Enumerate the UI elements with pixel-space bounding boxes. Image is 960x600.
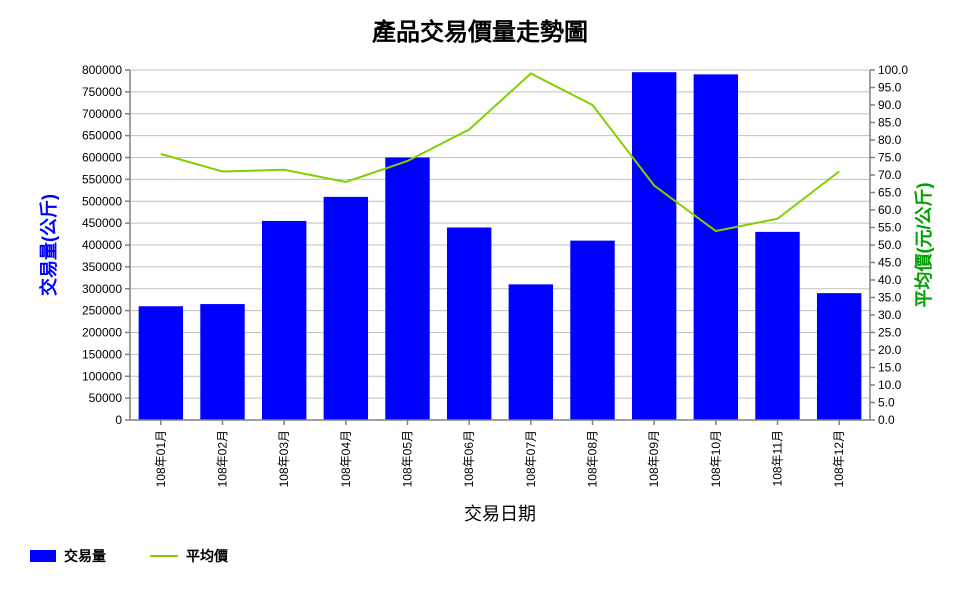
y-right-tick: 80.0 (878, 133, 902, 147)
bar (385, 158, 429, 421)
bar (447, 228, 491, 421)
y-left-tick: 750000 (82, 85, 122, 99)
x-category: 108年04月 (339, 430, 353, 487)
x-category: 108年10月 (709, 430, 723, 487)
x-category: 108年11月 (771, 430, 785, 486)
x-category: 108年08月 (586, 430, 600, 487)
bar (755, 232, 799, 420)
price-volume-chart: 產品交易價量走勢圖 0 50000 100000 150000 200000 250000… (0, 0, 960, 600)
y-right-tick: 95.0 (878, 81, 902, 95)
y-right-tick: 15.0 (878, 361, 902, 375)
bar (509, 284, 553, 420)
bar (817, 293, 861, 420)
legend-label-volume: 交易量 (64, 548, 106, 564)
x-category: 108年05月 (401, 430, 415, 487)
y-left-tick: 0 (115, 413, 122, 427)
bar (324, 197, 368, 420)
y-right-axis-label: 平均價(元/公斤) (913, 183, 934, 308)
y-right-tick: 70.0 (878, 168, 902, 182)
y-left-tick: 250000 (82, 304, 122, 318)
y-right-tick: 30.0 (878, 308, 902, 322)
y-left-tick: 800000 (82, 63, 122, 77)
y-right-ticks: 0.0 5.0 10.0 15.0 20.0 25.0 30.0 35.0 40.0 45.0 50… (870, 63, 908, 427)
bar (570, 241, 614, 420)
y-right-tick: 20.0 (878, 343, 902, 357)
y-left-tick: 650000 (82, 129, 122, 143)
y-left-tick: 150000 (82, 347, 122, 361)
y-left-tick: 600000 (82, 151, 122, 165)
y-right-tick: 0.0 (878, 413, 895, 427)
y-right-tick: 10.0 (878, 378, 902, 392)
y-left-tick: 200000 (82, 326, 122, 340)
y-left-ticks: 0 50000 100000 150000 200000 250000 300000 3500… (82, 63, 130, 427)
x-category: 108年03月 (277, 430, 291, 487)
bar (632, 72, 676, 420)
y-right-tick: 5.0 (878, 396, 895, 410)
y-left-tick: 450000 (82, 216, 122, 230)
y-left-tick: 300000 (82, 282, 122, 296)
y-right-tick: 75.0 (878, 151, 902, 165)
y-right-tick: 35.0 (878, 291, 902, 305)
x-axis-label: 交易日期 (464, 504, 536, 524)
chart-title: 產品交易價量走勢圖 (372, 18, 588, 46)
legend: 交易量 平均價 (30, 548, 229, 564)
y-right-tick: 65.0 (878, 186, 902, 200)
x-category: 108年01月 (154, 430, 168, 487)
y-right-tick: 90.0 (878, 98, 902, 112)
y-right-tick: 40.0 (878, 273, 902, 287)
y-right-tick: 50.0 (878, 238, 902, 252)
x-category: 108年09月 (647, 430, 661, 487)
x-category: 108年12月 (832, 430, 846, 487)
bar (139, 306, 183, 420)
y-left-tick: 500000 (82, 194, 122, 208)
y-right-tick: 100.0 (878, 63, 908, 77)
legend-swatch-bar (30, 550, 56, 562)
y-left-axis-label: 交易量(公斤) (38, 194, 59, 296)
x-ticks: 108年01月 108年02月 108年03月 108年04月 108年05月 108年0… (154, 420, 846, 487)
y-right-tick: 85.0 (878, 116, 902, 130)
y-left-tick: 50000 (89, 391, 123, 405)
x-category: 108年02月 (216, 430, 230, 487)
y-left-tick: 550000 (82, 172, 122, 186)
legend-label-avgprice: 平均價 (186, 548, 229, 564)
y-right-tick: 60.0 (878, 203, 902, 217)
bar (200, 304, 244, 420)
y-right-tick: 55.0 (878, 221, 902, 235)
y-left-tick: 700000 (82, 107, 122, 121)
bar (262, 221, 306, 420)
y-right-tick: 45.0 (878, 256, 902, 270)
y-left-tick: 100000 (82, 369, 122, 383)
y-left-tick: 400000 (82, 238, 122, 252)
y-right-tick: 25.0 (878, 326, 902, 340)
x-category: 108年06月 (462, 430, 476, 487)
bar (694, 74, 738, 420)
y-left-tick: 350000 (82, 260, 122, 274)
x-category: 108年07月 (524, 430, 538, 487)
